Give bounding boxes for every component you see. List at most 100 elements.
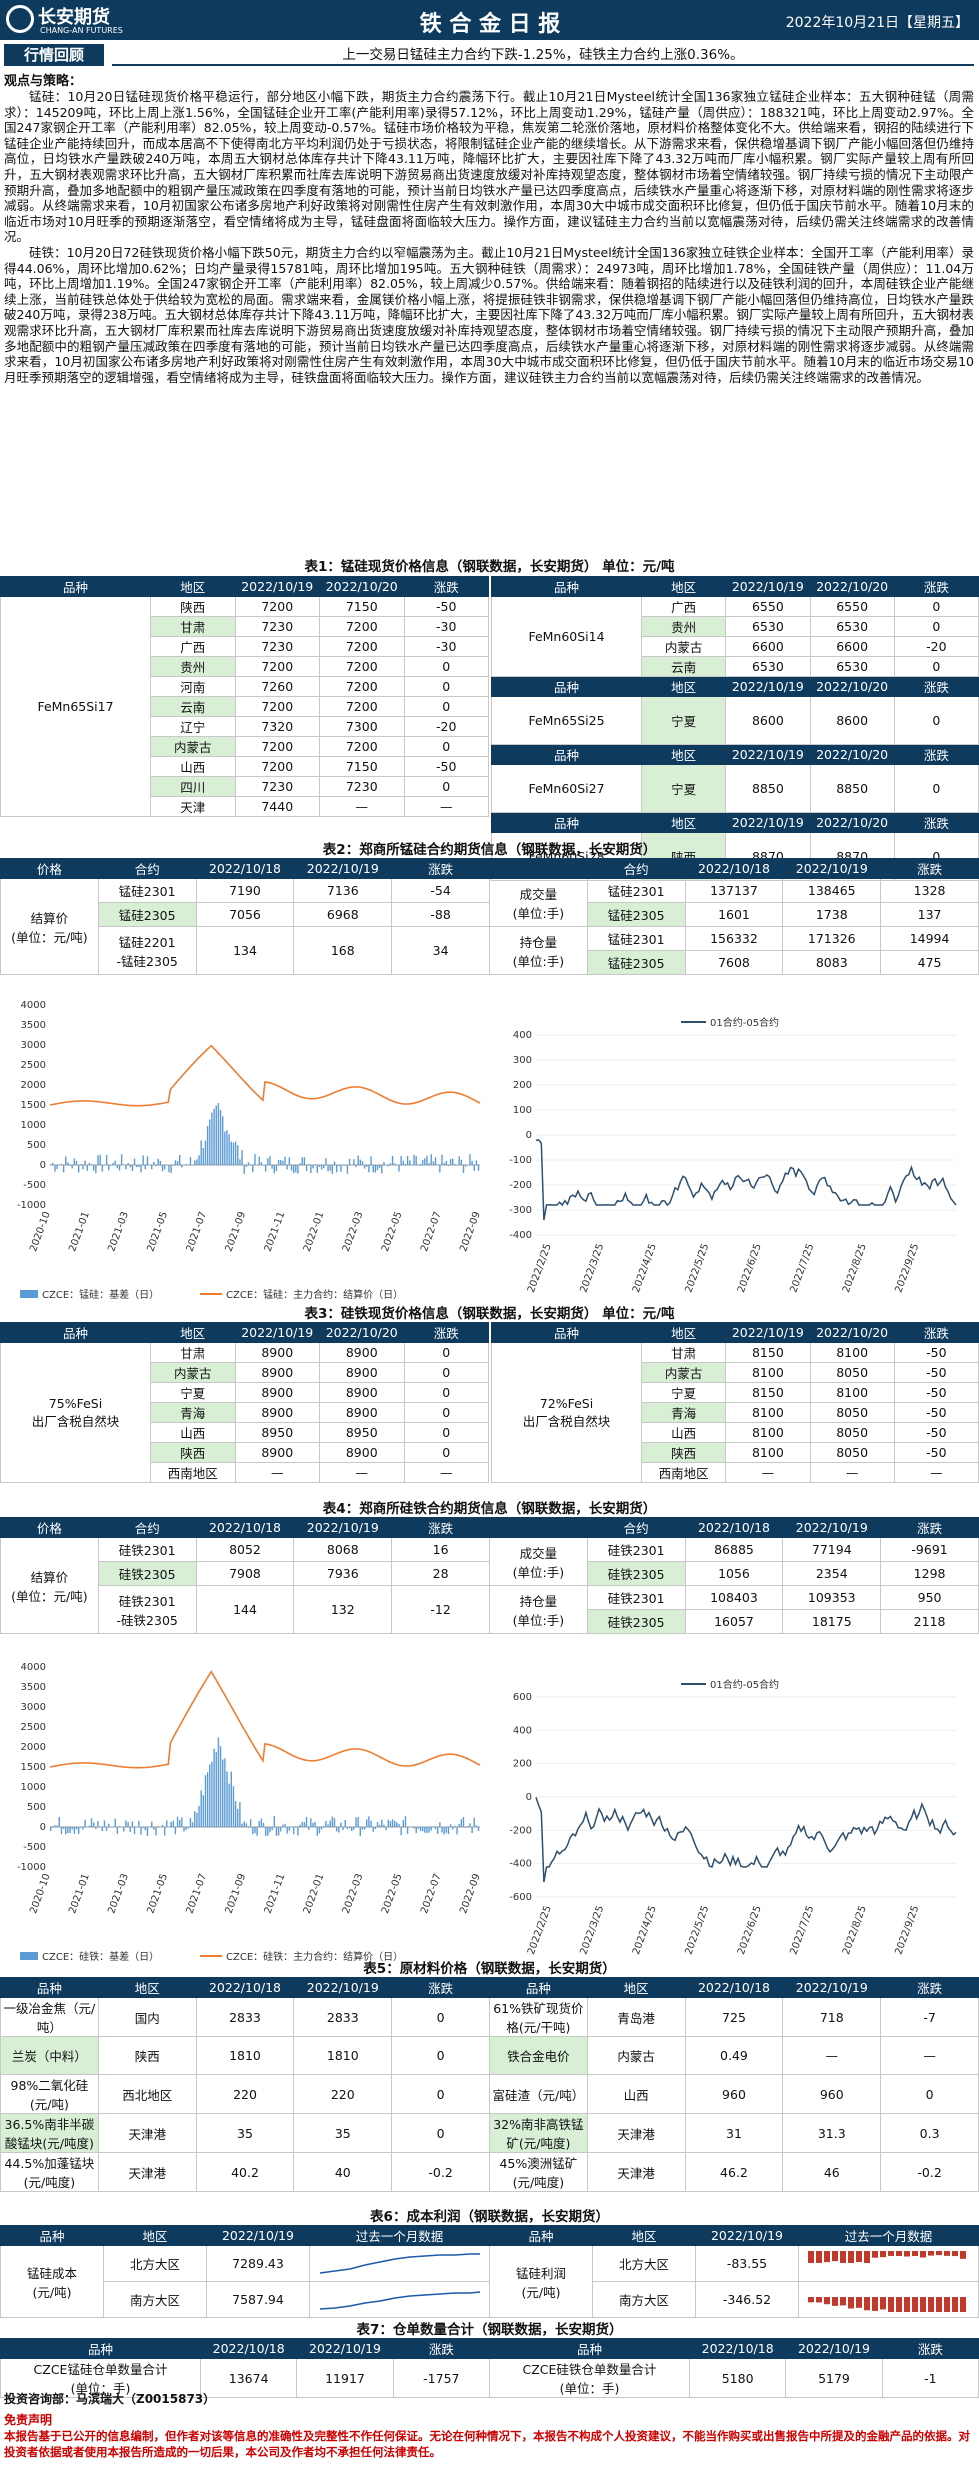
y-tick-label: -600 (509, 1892, 532, 1903)
y-tick-label: 0 (526, 1792, 532, 1803)
profit-bar (903, 2251, 910, 2257)
y-tick-label: 100 (513, 1105, 532, 1116)
x-tick-label: 2022-09 (458, 1210, 483, 1253)
cell: 7908 (195, 1561, 295, 1586)
cell: 锰硅2301 (586, 926, 686, 951)
basis-bar (237, 1808, 239, 1827)
cell: 青海 (150, 1402, 236, 1423)
basis-bar (62, 1827, 65, 1829)
basis-bar (103, 1820, 106, 1827)
y-tick-label: 500 (27, 1140, 46, 1151)
basis-bar (116, 1165, 119, 1169)
chart-fesi-basis: 4000 3500 3000 2500 2000 1500 1000 500 0 -500 -100… (0, 1652, 489, 1977)
th: 合约 (586, 858, 686, 879)
profit-bar (847, 2251, 854, 2263)
cell: 8050 (809, 1402, 895, 1423)
basis-bar (327, 1824, 329, 1827)
th: 2022/10/20 (809, 812, 895, 833)
th: 价格 (0, 858, 99, 879)
basis-bar (133, 1827, 136, 1834)
cell: 168 (293, 926, 393, 975)
basis-bar (310, 1165, 312, 1173)
y-tick-label: -200 (509, 1825, 532, 1836)
th: 2022/10/20 (809, 744, 895, 765)
cell: 内蒙古 (640, 1362, 727, 1383)
basis-bar (174, 1827, 177, 1835)
basis-bar (176, 1161, 179, 1165)
basis-bar (424, 1827, 426, 1833)
basis-bar (456, 1827, 458, 1835)
cell: 7230 (319, 776, 405, 797)
basis-bar (413, 1154, 415, 1165)
basis-bar (118, 1165, 121, 1171)
basis-bar (269, 1827, 271, 1833)
th: 涨跌 (391, 858, 490, 879)
legend-label: 01合约-05合约 (710, 1678, 779, 1691)
table-row: 陕西 8900 8900 0 (1, 1442, 489, 1463)
basis-bar (75, 1827, 78, 1830)
cell: 锰硅2305 (586, 950, 686, 975)
x-tick-label: 2022-01 (302, 1872, 327, 1915)
basis-bar (361, 1161, 364, 1165)
cell: -1757 (392, 2358, 490, 2398)
cell: 0 (893, 764, 979, 813)
basis-bar (153, 1161, 155, 1165)
th: 涨跌 (893, 744, 979, 765)
basis-bar (292, 1827, 295, 1835)
cell: 8050 (809, 1422, 895, 1443)
cell: 7260 (234, 676, 320, 697)
cell: 四川 (150, 776, 236, 797)
cell: 1738 (782, 902, 882, 927)
cell: — (319, 1462, 405, 1483)
cell: — (319, 796, 405, 817)
logo-icon (6, 5, 34, 33)
cell: 86885 (684, 1537, 784, 1562)
basis-bar (391, 1819, 394, 1827)
basis-bar (215, 1105, 217, 1165)
basis-bar (211, 1112, 213, 1165)
th: 2022/10/20 (809, 1322, 895, 1343)
table-row: 天津 7440— — (1, 796, 489, 817)
cell: 6530 (725, 616, 811, 637)
basis-bar (265, 1827, 267, 1836)
basis-bar (363, 1827, 366, 1830)
basis-bar (469, 1823, 471, 1827)
basis-bar (213, 1108, 215, 1165)
cell: 南方大区 (103, 2281, 207, 2318)
profit-bar (959, 2297, 966, 2312)
th: 2022/10/19 (725, 812, 811, 833)
basis-bar (54, 1825, 56, 1827)
logo-text: 长安期货 (38, 7, 110, 28)
basis-bar (449, 1158, 452, 1165)
cell: 甘肃 (150, 1342, 236, 1363)
basis-bar (153, 1827, 155, 1830)
cell: 0 (403, 1382, 489, 1403)
cell: 贵州 (640, 616, 727, 637)
basis-bar (258, 1821, 260, 1827)
th: 地区 (103, 2225, 207, 2246)
th: 2022/10/18 (684, 1517, 784, 1538)
cell: 6600 (809, 636, 895, 657)
basis-bar (312, 1822, 314, 1827)
cell: 8100 (809, 1382, 895, 1403)
basis-bar (114, 1818, 116, 1827)
basis-bar (90, 1164, 93, 1165)
cell: 8900 (319, 1382, 405, 1403)
cell: 6550 (725, 596, 811, 617)
table-row: FeMn65Si25 宁夏 8600 8600 0 (491, 696, 979, 745)
basis-bar (473, 1817, 475, 1827)
basis-bar (140, 1165, 142, 1173)
basis-bar (151, 1821, 153, 1827)
th: 2022/10/19 (725, 676, 811, 697)
profit-bar (839, 2297, 846, 2306)
basis-bar (381, 1819, 383, 1827)
basis-bar (163, 1827, 166, 1836)
views-heading: 观点与策略： (4, 74, 83, 89)
basis-bar (90, 1818, 93, 1827)
table-row: 内蒙古 6600 6600 -20 (492, 636, 979, 657)
basis-bar (84, 1819, 86, 1827)
y-tick-label: -500 (23, 1180, 46, 1191)
basis-bar (314, 1164, 316, 1165)
basis-bar (421, 1827, 424, 1832)
table-row: 75%FeSi 出厂含税自然块 甘肃 8900 8900 0 (0, 1342, 489, 1483)
